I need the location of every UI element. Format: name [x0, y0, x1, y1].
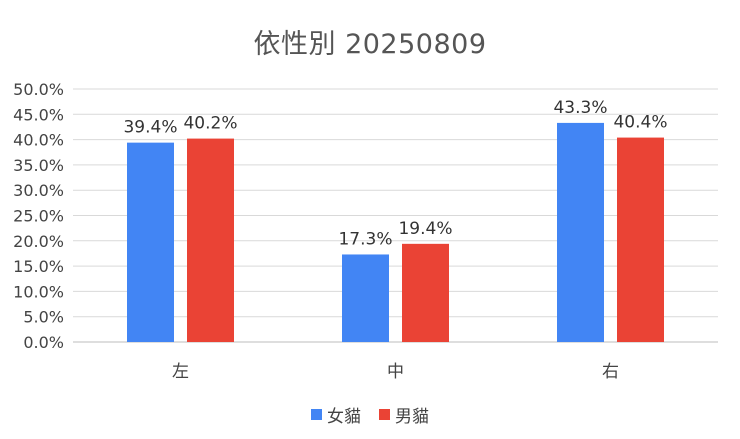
- y-tick-label: 50.0%: [13, 80, 64, 99]
- bar-female-2: [557, 122, 604, 342]
- x-tick-label: 右: [602, 362, 619, 382]
- legend-swatch: [379, 409, 390, 420]
- legend-item-male: 男貓: [379, 402, 429, 427]
- chart-title: 依性別 20250809: [253, 29, 487, 60]
- y-tick-label: 10.0%: [13, 282, 64, 301]
- data-label: 40.4%: [613, 113, 667, 133]
- bar-female-1: [342, 254, 389, 342]
- data-label: 40.2%: [183, 114, 237, 134]
- data-label: 39.4%: [123, 118, 177, 138]
- y-tick-label: 15.0%: [13, 257, 64, 276]
- data-label: 17.3%: [338, 229, 392, 249]
- legend: 女貓 男貓: [0, 402, 740, 427]
- y-tick-label: 30.0%: [13, 181, 64, 200]
- legend-item-female: 女貓: [311, 402, 361, 427]
- x-tick-label: 左: [172, 362, 189, 382]
- data-label: 43.3%: [553, 98, 607, 118]
- y-tick-label: 5.0%: [23, 308, 64, 327]
- bar-male-2: [617, 137, 664, 342]
- y-tick-label: 25.0%: [13, 207, 64, 226]
- y-tick-label: 45.0%: [13, 105, 64, 124]
- bar-female-0: [127, 142, 174, 342]
- y-tick-label: 20.0%: [13, 232, 64, 251]
- y-tick-label: 35.0%: [13, 156, 64, 175]
- bar-male-0: [187, 138, 234, 342]
- bar-male-1: [402, 243, 449, 342]
- data-label: 19.4%: [398, 219, 452, 239]
- y-tick-label: 0.0%: [23, 333, 64, 352]
- legend-swatch: [311, 409, 322, 420]
- y-tick-label: 40.0%: [13, 131, 64, 150]
- legend-label: 女貓: [327, 407, 361, 427]
- legend-label: 男貓: [395, 407, 429, 427]
- x-tick-label: 中: [387, 362, 404, 382]
